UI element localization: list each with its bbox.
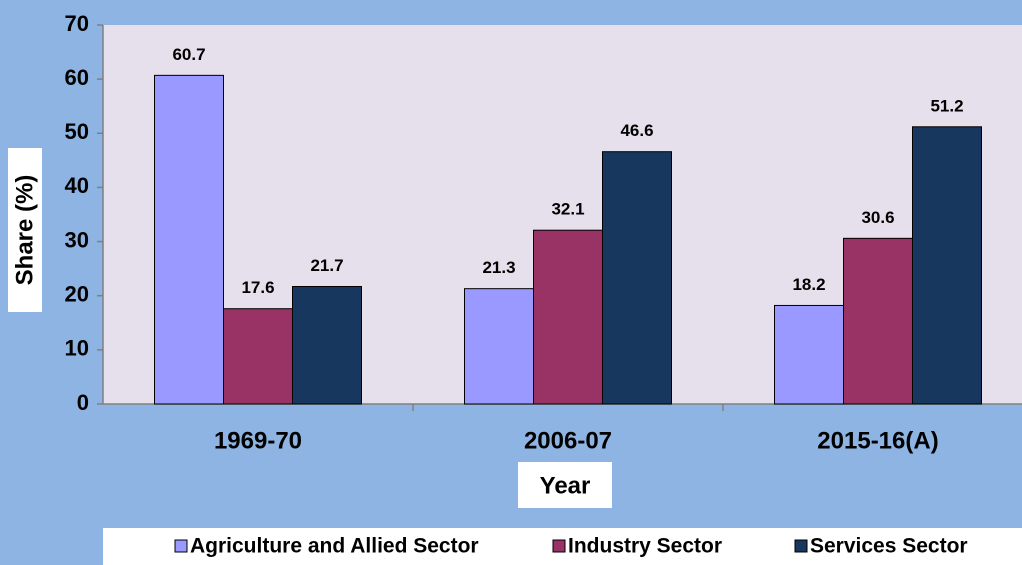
bar: [602, 151, 672, 405]
value-label: 46.6: [620, 121, 653, 140]
value-label: 21.7: [310, 256, 343, 275]
legend-label: Services Sector: [810, 535, 968, 558]
y-label-box: [8, 148, 42, 312]
x-tick-label: 2006-07: [524, 427, 612, 454]
bar: [154, 74, 224, 405]
legend-label: Agriculture and Allied Sector: [190, 535, 479, 558]
y-tick-label: 0: [77, 390, 89, 415]
y-tick-label: 60: [65, 65, 89, 90]
x-tick-label: 2015-16(A): [817, 427, 938, 454]
y-tick-label: 30: [65, 227, 89, 252]
legend-swatch: [794, 539, 808, 553]
y-tick-label: 40: [65, 173, 89, 198]
y-axis-label: Share (%): [11, 175, 38, 286]
y-tick-label: 70: [65, 11, 89, 36]
x-tick-label: 1969-70: [214, 427, 302, 454]
value-label: 17.6: [241, 278, 274, 297]
legend-label: Industry Sector: [568, 535, 722, 558]
bar: [843, 237, 913, 405]
value-label: 60.7: [172, 45, 205, 64]
bar: [774, 304, 844, 405]
bar: [464, 288, 534, 405]
legend-swatch: [552, 539, 566, 553]
x-axis-label: Year: [540, 472, 591, 499]
x-label-box: [518, 462, 612, 508]
value-label: 30.6: [861, 208, 894, 227]
legend-swatch: [174, 539, 188, 553]
bar: [223, 308, 293, 405]
bar: [292, 286, 362, 405]
y-tick-label: 20: [65, 282, 89, 307]
value-label: 32.1: [551, 200, 584, 219]
y-tick-label: 50: [65, 119, 89, 144]
bar: [533, 229, 603, 405]
value-label: 18.2: [792, 275, 825, 294]
value-label: 51.2: [930, 96, 963, 115]
bar: [912, 126, 982, 405]
value-label: 21.3: [482, 258, 515, 277]
y-tick-label: 10: [65, 336, 89, 361]
